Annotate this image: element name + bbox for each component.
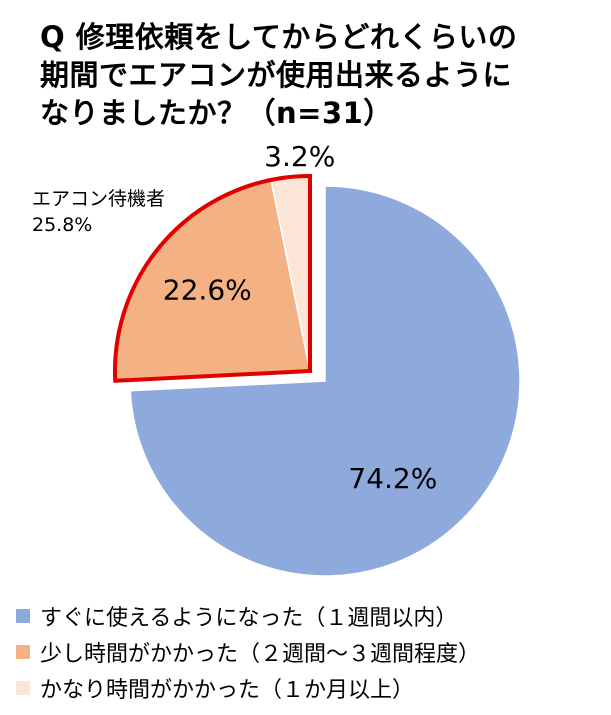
chart-title-line: なりましたか？（n=31）	[40, 96, 393, 130]
legend-item: 少し時間がかかった（２週間～３週間程度）	[16, 634, 606, 670]
exploded-group-outline	[113, 173, 312, 383]
legend-swatch	[16, 609, 30, 623]
data-label: 22.6%	[163, 273, 252, 306]
legend-swatch	[16, 645, 30, 659]
legend-label: かなり時間がかかった（１か月以上）	[40, 678, 415, 703]
chart-title-line: Q 修理依頼をしてからどれくらいの	[40, 20, 518, 54]
legend-item: すぐに使えるようになった（１週間以内）	[16, 598, 606, 634]
chart-title-line: 期間でエアコンが使用出来るように	[40, 58, 513, 92]
pie-slices	[114, 175, 521, 577]
exploded-group-label: エアコン待機者	[32, 188, 166, 210]
exploded-group-value: 25.8%	[32, 214, 93, 236]
legend-item: かなり時間がかかった（１か月以上）	[16, 670, 606, 706]
data-label: 3.2%	[264, 140, 335, 173]
legend-swatch	[16, 681, 30, 695]
chart-legend: すぐに使えるようになった（１週間以内） 少し時間がかかった（２週間～３週間程度）…	[16, 598, 606, 706]
exploded-group-annotation: エアコン待機者 25.8%	[32, 186, 165, 238]
chart-title: Q 修理依頼をしてからどれくらいの 期間でエアコンが使用出来るように なりました…	[40, 18, 600, 132]
legend-label: すぐに使えるようになった（１週間以内）	[40, 606, 458, 631]
pie-slice	[129, 185, 521, 577]
legend-label: 少し時間がかかった（２週間～３週間程度）	[40, 642, 481, 667]
data-label: 74.2%	[348, 462, 437, 495]
